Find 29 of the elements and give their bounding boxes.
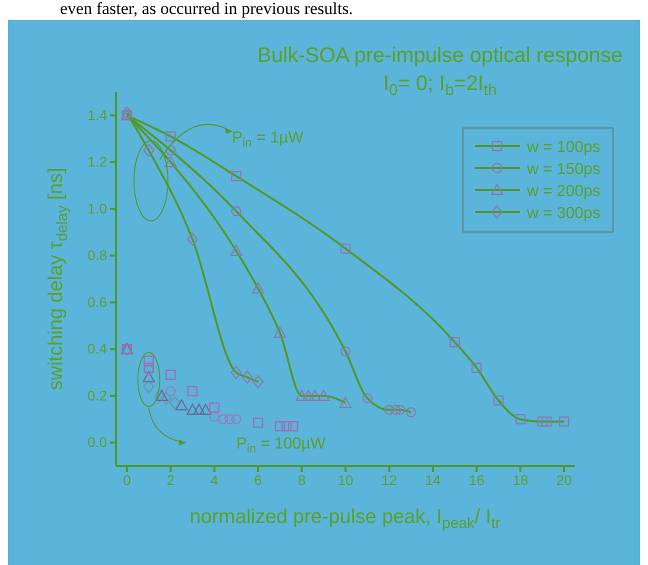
chart-title: Bulk-SOA pre-impulse optical response [257,44,623,67]
chart-subtitle: I$_{0}$= 0; I$_{b}$=2I$_{th}$ [383,72,497,99]
x-tick-label: 18 [512,472,528,488]
legend-label: w = 300ps [526,205,600,222]
annotation: P$_{in}$ = 100µW [236,436,326,456]
text: even faster, as occurred in previous results. [60,0,353,18]
y-tick-label: 1.0 [88,200,108,216]
x-axis-title: normalized pre-pulse peak, I$_{peak}$/ I$_{tr}$ [190,506,500,532]
legend-label: w = 100ps [526,139,600,156]
y-tick-label: 1.2 [88,154,108,170]
x-tick-label: 20 [556,472,572,488]
x-tick-label: 16 [468,472,485,488]
y-tick-label: 0.6 [88,294,108,310]
y-tick-label: 0.4 [88,340,108,357]
x-tick-label: 2 [166,472,175,488]
x-tick-label: 8 [298,472,306,488]
legend-label: w = 150ps [526,161,600,178]
legend-label: w = 200ps [526,183,600,200]
y-tick-label: 0.8 [88,247,108,264]
x-tick-label: 6 [254,472,262,488]
y-tick-label: 0.0 [88,434,108,450]
x-tick-label: 12 [381,472,398,488]
y-tick-label: 0.2 [88,387,108,404]
x-tick-label: 14 [425,472,441,488]
y-tick-label: 1.4 [88,106,108,123]
x-tick-label: 0 [123,472,132,488]
annotation: P$_{in}$ = 1µW [232,129,304,150]
x-tick-label: 4 [210,472,218,488]
x-tick-label: 10 [338,472,354,488]
